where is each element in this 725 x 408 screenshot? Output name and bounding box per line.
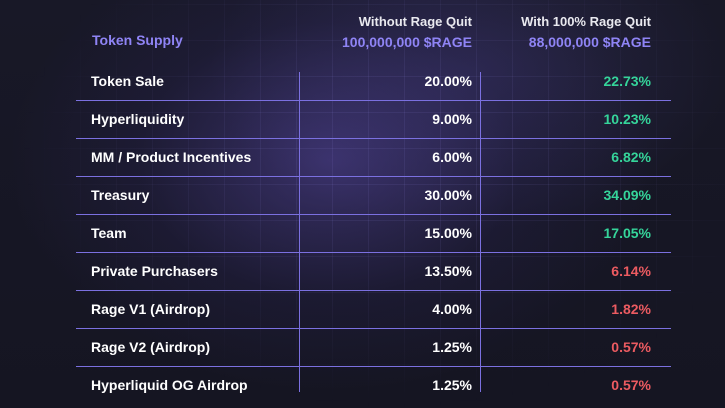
- column-divider: [480, 72, 481, 392]
- allocation-table: Token Sale 20.00% 22.73% Hyperliquidity …: [76, 63, 671, 404]
- allocation-name: Hyperliquidity: [91, 111, 185, 127]
- allocation-name: Treasury: [91, 187, 150, 203]
- table-row: Team 15.00% 17.05%: [76, 215, 671, 253]
- allocation-name: Hyperliquid OG Airdrop: [91, 377, 248, 393]
- table-row: Rage V2 (Airdrop) 1.25% 0.57%: [76, 329, 671, 367]
- without-rage-quit-share: 4.00%: [432, 301, 472, 317]
- allocation-name: Private Purchasers: [91, 263, 218, 279]
- without-rage-quit-share: 20.00%: [424, 73, 472, 89]
- allocation-name: Rage V1 (Airdrop): [91, 301, 211, 317]
- allocation-name: Token Sale: [91, 73, 164, 89]
- without-rage-quit-share: 13.50%: [424, 263, 472, 279]
- table-row: Hyperliquidity 9.00% 10.23%: [76, 101, 671, 139]
- table-row: Private Purchasers 13.50% 6.14%: [76, 253, 671, 291]
- with-rage-quit-share: 6.82%: [611, 149, 651, 165]
- without-rage-quit-heading: Without Rage Quit: [358, 14, 472, 29]
- table-row: MM / Product Incentives 6.00% 6.82%: [76, 139, 671, 177]
- without-rage-quit-share: 1.25%: [432, 377, 472, 393]
- column-divider: [299, 72, 300, 392]
- with-rage-quit-share: 1.82%: [611, 301, 651, 317]
- with-rage-quit-share: 17.05%: [603, 225, 651, 241]
- with-rage-quit-share: 34.09%: [603, 187, 651, 203]
- allocation-name: MM / Product Incentives: [91, 149, 252, 165]
- with-rage-quit-share: 10.23%: [603, 111, 651, 127]
- token-supply-heading: Token Supply: [92, 32, 183, 48]
- with-rage-quit-share: 22.73%: [603, 73, 651, 89]
- with-rage-quit-share: 0.57%: [611, 377, 651, 393]
- without-rage-quit-share: 30.00%: [424, 187, 472, 203]
- with-rage-quit-share: 6.14%: [611, 263, 651, 279]
- table-row: Hyperliquid OG Airdrop 1.25% 0.57%: [76, 367, 671, 404]
- allocation-name: Rage V2 (Airdrop): [91, 339, 211, 355]
- without-rage-quit-share: 9.00%: [432, 111, 472, 127]
- table-row: Rage V1 (Airdrop) 4.00% 1.82%: [76, 291, 671, 329]
- without-rage-quit-share: 15.00%: [424, 225, 472, 241]
- allocation-name: Team: [91, 225, 127, 241]
- without-rage-quit-supply: 100,000,000 $RAGE: [342, 34, 472, 50]
- table-row: Token Sale 20.00% 22.73%: [76, 63, 671, 101]
- with-rage-quit-heading: With 100% Rage Quit: [521, 14, 651, 29]
- without-rage-quit-share: 1.25%: [432, 339, 472, 355]
- table-row: Treasury 30.00% 34.09%: [76, 177, 671, 215]
- with-rage-quit-share: 0.57%: [611, 339, 651, 355]
- with-rage-quit-supply: 88,000,000 $RAGE: [528, 34, 651, 50]
- without-rage-quit-share: 6.00%: [432, 149, 472, 165]
